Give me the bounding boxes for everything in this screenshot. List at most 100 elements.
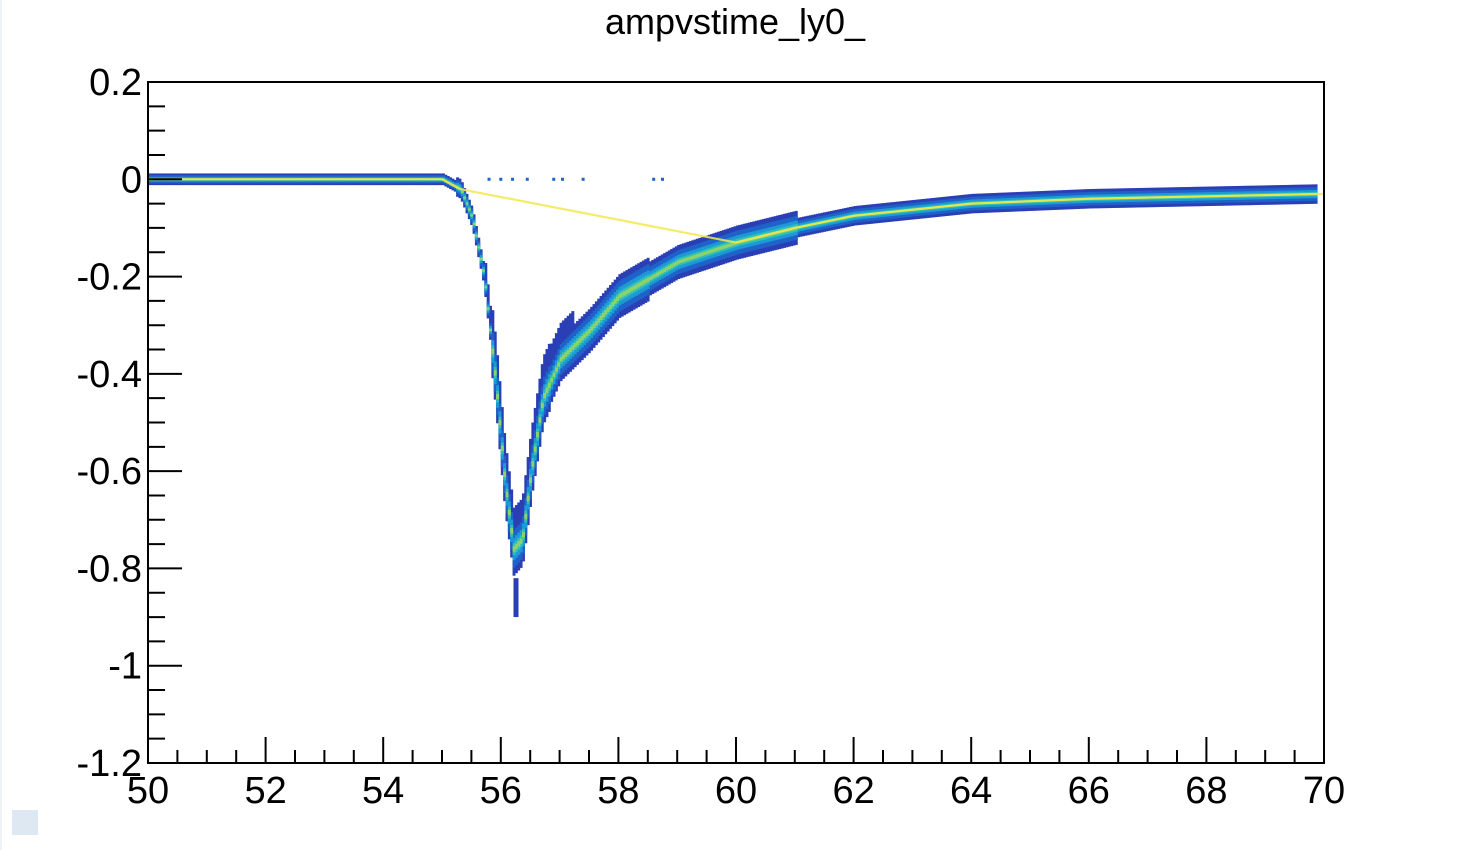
density-bin	[634, 284, 638, 289]
x-tick-label: 54	[362, 770, 404, 812]
stray-point	[525, 177, 529, 181]
density-bin	[474, 234, 478, 237]
density-bin	[623, 291, 627, 296]
stray-point	[581, 177, 585, 181]
x-tick-label: 50	[127, 770, 169, 812]
y-tick-label: -0.2	[77, 257, 142, 299]
density-bin	[674, 261, 678, 266]
density-bin	[653, 273, 657, 278]
density-bin	[658, 271, 662, 275]
density-bin	[477, 246, 481, 249]
y-tick-label: -1	[108, 646, 142, 688]
density-bin	[590, 326, 594, 331]
stray-point	[552, 177, 556, 181]
x-tick-label: 56	[480, 770, 522, 812]
density-bin	[696, 254, 699, 258]
density-bin	[681, 258, 685, 263]
density-bin	[467, 208, 471, 211]
density-bin	[717, 247, 721, 251]
density-bin	[611, 302, 615, 307]
density-bin	[608, 304, 612, 310]
y-tick-label: -0.4	[77, 354, 142, 396]
tick-labels-layer: 0.2 0 -0.2 -0.4 -0.6 -0.8 -1 -1.250 52 54 56 58 60 62…	[77, 62, 1346, 812]
density-bin	[641, 280, 645, 285]
y-tick-label: -0.8	[77, 548, 142, 590]
density-bin	[679, 259, 683, 263]
density-bin	[470, 214, 474, 217]
density-bin	[529, 477, 532, 483]
density-bin	[583, 333, 587, 339]
density-bin	[571, 345, 575, 350]
density-bin	[491, 348, 495, 355]
density-bin	[613, 299, 617, 304]
density-bin	[594, 321, 598, 326]
density-bin	[566, 350, 570, 355]
x-tick-label: 66	[1068, 770, 1110, 812]
density-bin	[531, 461, 535, 467]
x-tick-label: 68	[1185, 770, 1227, 812]
density-bin	[721, 245, 725, 249]
density-bin	[707, 250, 711, 254]
density-bin	[710, 249, 714, 253]
density-bin	[688, 256, 692, 260]
stray-point	[499, 177, 503, 181]
density-bin	[545, 387, 549, 394]
density-bin	[604, 310, 608, 315]
x-tick-label: 58	[597, 770, 639, 812]
density-bin	[538, 417, 542, 423]
y-tick-label: -1.2	[77, 743, 142, 785]
density-bin	[507, 509, 511, 516]
density-bin	[705, 250, 709, 255]
density-bin	[484, 262, 488, 297]
stray-point	[652, 177, 656, 181]
density-layer-1	[148, 175, 1318, 568]
plot-data-layer	[148, 173, 1325, 618]
density-bin	[728, 243, 732, 247]
density-bin	[601, 312, 605, 318]
density-bin	[524, 513, 528, 520]
density-bin	[731, 242, 735, 246]
x-tick-label: 60	[715, 770, 757, 812]
density-bin	[481, 269, 485, 272]
density-bin	[686, 257, 690, 261]
density-bin	[726, 243, 730, 248]
density-bin	[646, 277, 650, 282]
x-tick-label: 62	[832, 770, 874, 812]
density-bin	[578, 338, 582, 343]
density-bin	[503, 471, 507, 478]
density-bin	[667, 265, 671, 270]
density-bin	[719, 246, 723, 250]
density-bin	[639, 281, 643, 286]
density-bin	[557, 362, 561, 367]
density-bin	[561, 354, 565, 360]
axes-layer	[147, 81, 1325, 764]
density-bin	[599, 315, 603, 321]
density-bin	[510, 528, 514, 534]
density-bin	[712, 248, 716, 252]
density-bin	[489, 329, 492, 332]
density-bin	[486, 284, 490, 319]
density-bin	[573, 343, 577, 348]
density-bin	[703, 251, 707, 256]
density-bin	[691, 255, 695, 260]
band-core	[148, 178, 1325, 244]
x-tick-label: 52	[244, 770, 286, 812]
density-bin	[498, 419, 502, 426]
density-bin	[543, 392, 547, 399]
density-bin	[486, 307, 490, 310]
density-bin	[505, 491, 509, 498]
stray-point	[661, 177, 664, 181]
y-tick-label: 0.2	[89, 62, 142, 104]
density-bin	[514, 543, 518, 550]
density-bin	[484, 286, 488, 289]
y-tick-label: -0.6	[77, 451, 142, 493]
density-bin	[606, 307, 610, 312]
density-bin	[547, 382, 551, 388]
stray-point	[511, 177, 515, 181]
density-bin	[521, 532, 525, 538]
minimum-tail	[513, 578, 519, 618]
canvas-left-edge	[0, 0, 2, 850]
density-bin	[693, 254, 697, 259]
canvas-corner-marker	[12, 810, 38, 835]
density-bin	[648, 276, 652, 281]
